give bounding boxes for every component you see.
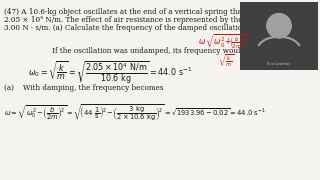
Text: 3.00 N · s/m. (a) Calculate the frequency of the damped oscillation.: 3.00 N · s/m. (a) Calculate the frequenc… bbox=[4, 24, 249, 32]
Text: Eco Learner: Eco Learner bbox=[268, 62, 291, 66]
Text: $\omega = \sqrt{\omega_0^2 - \!\left(\dfrac{b}{2m}\right)^{\!2}} = \sqrt{\!\left: $\omega = \sqrt{\omega_0^2 - \!\left(\df… bbox=[4, 102, 266, 123]
Text: $\omega\,\sqrt{\omega_0^2{+}\!\left(\!\frac{b}{2m}\!\right)^{\!2}}$: $\omega\,\sqrt{\omega_0^2{+}\!\left(\!\f… bbox=[198, 32, 249, 51]
Circle shape bbox=[267, 14, 291, 38]
Text: $\sqrt{\frac{k}{m}}$: $\sqrt{\frac{k}{m}}$ bbox=[218, 53, 235, 69]
Text: (a)    With damping, the frequency becomes: (a) With damping, the frequency becomes bbox=[4, 84, 164, 92]
Text: 2.05 × 10⁴ N/m. The effect of air resistance is represented by the damping co: 2.05 × 10⁴ N/m. The effect of air resist… bbox=[4, 16, 287, 24]
Text: $\omega_0 = \sqrt{\dfrac{k}{m}} = \sqrt{\dfrac{2.05\times10^4\ \mathrm{N/m}}{10.: $\omega_0 = \sqrt{\dfrac{k}{m}} = \sqrt{… bbox=[28, 60, 192, 86]
Text: (47) A 10.6-kg object oscillates at the end of a vertical spring that has a spri: (47) A 10.6-kg object oscillates at the … bbox=[4, 8, 287, 16]
FancyBboxPatch shape bbox=[240, 2, 318, 70]
Text: If the oscillation was undamped, its frequency would be: If the oscillation was undamped, its fre… bbox=[52, 47, 256, 55]
